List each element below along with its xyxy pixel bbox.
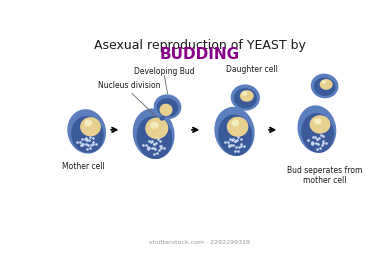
Ellipse shape (133, 108, 175, 159)
Ellipse shape (240, 90, 254, 102)
Ellipse shape (314, 118, 321, 124)
Text: Nucleus division: Nucleus division (98, 81, 161, 90)
Ellipse shape (160, 104, 172, 116)
Ellipse shape (150, 122, 159, 129)
Ellipse shape (136, 116, 172, 159)
Ellipse shape (154, 94, 181, 119)
Ellipse shape (231, 120, 239, 126)
Ellipse shape (314, 78, 335, 96)
Ellipse shape (67, 109, 106, 154)
Ellipse shape (231, 84, 260, 111)
Text: Mother cell: Mother cell (62, 162, 105, 171)
Ellipse shape (145, 118, 168, 139)
Text: shutterstock.com · 2292299319: shutterstock.com · 2292299319 (149, 240, 250, 245)
Ellipse shape (298, 105, 336, 153)
Ellipse shape (218, 115, 252, 156)
Text: Developing Bud: Developing Bud (134, 67, 195, 76)
Ellipse shape (157, 98, 178, 117)
Text: Daughter cell: Daughter cell (225, 66, 277, 74)
Ellipse shape (84, 120, 92, 126)
Ellipse shape (311, 74, 339, 98)
Ellipse shape (310, 115, 330, 134)
Ellipse shape (242, 91, 247, 96)
Ellipse shape (321, 80, 326, 84)
Text: Bud seperates from
mother cell: Bud seperates from mother cell (287, 166, 362, 185)
Ellipse shape (320, 79, 333, 90)
Text: Asexual reproduction of YEAST by: Asexual reproduction of YEAST by (94, 39, 306, 52)
Ellipse shape (160, 116, 165, 121)
Ellipse shape (227, 117, 248, 137)
Ellipse shape (234, 88, 257, 108)
Ellipse shape (80, 117, 101, 136)
Ellipse shape (71, 116, 104, 153)
Text: BUDDING: BUDDING (160, 47, 240, 62)
Ellipse shape (301, 113, 334, 153)
Ellipse shape (215, 107, 255, 156)
